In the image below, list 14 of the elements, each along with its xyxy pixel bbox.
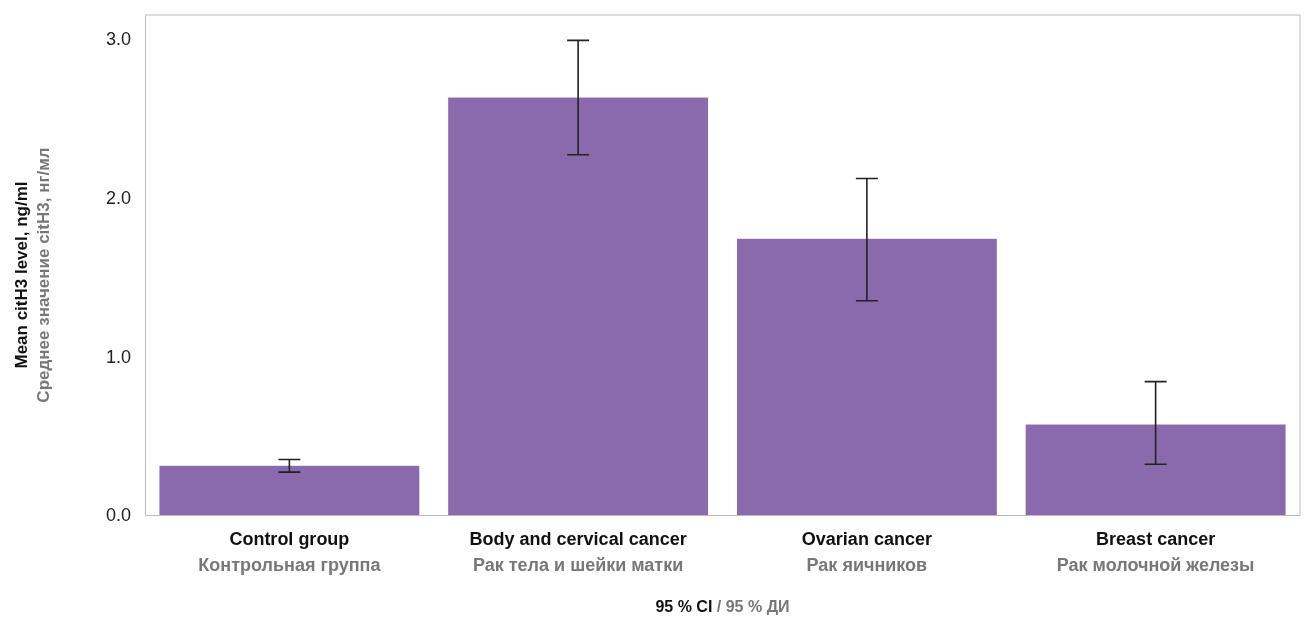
bar: [448, 97, 709, 515]
y-tick-label: 3.0: [105, 29, 131, 50]
x-axis-title: 95 % CI / 95 % ДИ: [655, 598, 790, 615]
bar: [736, 238, 997, 515]
x-tick-label: Control group Контрольная группа: [198, 529, 382, 575]
y-axis-title: Mean citH3 level, ng/ml Среднее значение citH3, нг/мл: [12, 147, 53, 403]
y-tick-label: 2.0: [105, 187, 131, 208]
y-tick-label: 0.0: [105, 505, 131, 526]
bar: [1025, 424, 1286, 515]
bar: [159, 465, 420, 515]
x-tick-label: Breast cancer Рак молочной железы: [1056, 529, 1255, 575]
x-tick-label: Ovarian cancer Рак яичников: [801, 529, 932, 575]
y-tick-label: 1.0: [105, 346, 131, 367]
x-tick-label: Body and cervical cancer Рак тела и шейки матки: [469, 529, 687, 575]
